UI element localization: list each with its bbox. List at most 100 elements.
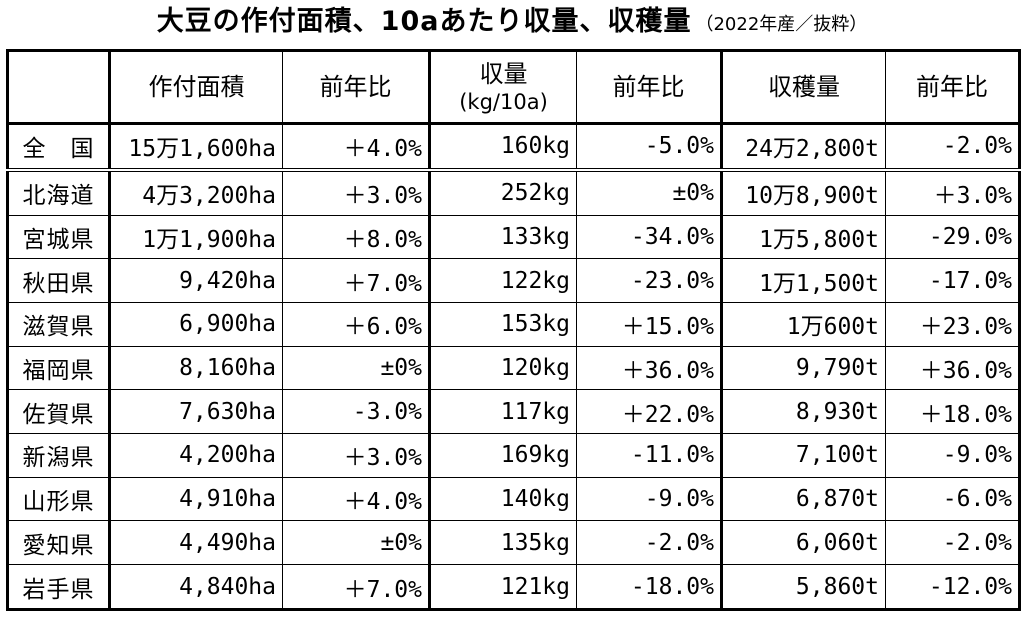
harvest-yoy-cell: -6.0% [885, 476, 1020, 522]
header-row: 作付面積 前年比 収量 (kg/10a) 前年比 収穫量 前年比 [7, 50, 1020, 124]
page-title: 大豆の作付面積、10aあたり収量、収穫量 （2022年産／抜粋） [0, 0, 1024, 44]
area-yoy-cell: ＋6.0% [282, 301, 431, 347]
header-yield: 収量 (kg/10a) [429, 50, 577, 124]
area-yoy-cell: ＋4.0% [282, 122, 431, 171]
harvest-cell: 1万600t [721, 301, 886, 347]
table-row: 秋田県 9,420ha ＋7.0% 122kg -23.0% 1万1,500t -17.0% [7, 258, 1020, 303]
planted-area-cell: 4,490ha [109, 520, 283, 566]
prefecture-cell: 山形県 [7, 476, 111, 522]
area-yoy-cell: ±0% [282, 345, 431, 391]
area-yoy-cell: -3.0% [282, 389, 431, 435]
table-row: 愛知県 4,490ha ±0% 135kg -2.0% 6,060t -2.0% [7, 520, 1020, 566]
yield-yoy-cell: ＋15.0% [576, 301, 723, 347]
yield-yoy-cell: ＋36.0% [576, 345, 723, 391]
harvest-yoy-cell: ＋23.0% [885, 301, 1020, 347]
planted-area-cell: 8,160ha [109, 345, 283, 391]
area-yoy-cell: ＋3.0% [282, 169, 431, 216]
harvest-yoy-cell: ＋3.0% [885, 169, 1020, 216]
prefecture-cell: 全 国 [7, 122, 111, 171]
harvest-cell: 24万2,800t [721, 122, 886, 171]
planted-area-cell: 7,630ha [109, 389, 283, 435]
harvest-cell: 5,860t [721, 564, 886, 610]
header-yield-unit: (kg/10a) [459, 89, 548, 114]
planted-area-cell: 4,840ha [109, 564, 283, 610]
area-yoy-cell: ＋3.0% [282, 433, 431, 478]
harvest-cell: 6,870t [721, 476, 886, 522]
table-row: 新潟県 4,200ha ＋3.0% 169kg -11.0% 7,100t -9.0% [7, 433, 1020, 478]
harvest-cell: 10万8,900t [721, 169, 886, 216]
table-row: 山形県 4,910ha ＋4.0% 140kg -9.0% 6,870t -6.0% [7, 476, 1020, 522]
harvest-yoy-cell: -17.0% [885, 258, 1020, 303]
harvest-cell: 1万5,800t [721, 214, 886, 260]
harvest-yoy-cell: -29.0% [885, 214, 1020, 260]
yield-yoy-cell: ±0% [576, 169, 723, 216]
harvest-cell: 9,790t [721, 345, 886, 391]
area-yoy-cell: ＋4.0% [282, 476, 431, 522]
yield-cell: 133kg [429, 214, 577, 260]
planted-area-cell: 1万1,900ha [109, 214, 283, 260]
harvest-yoy-cell: ＋18.0% [885, 389, 1020, 435]
table-row: 岩手県 4,840ha ＋7.0% 121kg -18.0% 5,860t -12.0% [7, 564, 1020, 610]
table-row: 福岡県 8,160ha ±0% 120kg ＋36.0% 9,790t ＋36.0% [7, 345, 1020, 391]
area-yoy-cell: ＋8.0% [282, 214, 431, 260]
header-yield-label: 収量 [479, 59, 528, 88]
planted-area-cell: 4,200ha [109, 433, 283, 478]
header-corner [7, 50, 111, 124]
harvest-yoy-cell: -12.0% [885, 564, 1020, 610]
prefecture-cell: 滋賀県 [7, 301, 111, 347]
table-row: 宮城県 1万1,900ha ＋8.0% 133kg -34.0% 1万5,800t -29.… [7, 214, 1020, 260]
table-row-national: 全 国 15万1,600ha ＋4.0% 160kg -5.0% 24万2,800t -2.… [7, 122, 1020, 171]
header-area: 作付面積 [109, 50, 283, 124]
yield-cell: 160kg [429, 122, 577, 171]
yield-cell: 252kg [429, 169, 577, 216]
yield-cell: 122kg [429, 258, 577, 303]
prefecture-cell: 佐賀県 [7, 389, 111, 435]
harvest-yoy-cell: -2.0% [885, 520, 1020, 566]
header-harvest: 収穫量 [721, 50, 886, 124]
harvest-cell: 8,930t [721, 389, 886, 435]
yield-cell: 169kg [429, 433, 577, 478]
planted-area-cell: 9,420ha [109, 258, 283, 303]
planted-area-cell: 15万1,600ha [109, 122, 283, 171]
prefecture-cell: 北海道 [7, 169, 111, 216]
yield-yoy-cell: -34.0% [576, 214, 723, 260]
yield-yoy-cell: ＋22.0% [576, 389, 723, 435]
prefecture-cell: 愛知県 [7, 520, 111, 566]
yield-yoy-cell: -23.0% [576, 258, 723, 303]
area-yoy-cell: ＋7.0% [282, 564, 431, 610]
yield-cell: 121kg [429, 564, 577, 610]
harvest-yoy-cell: ＋36.0% [885, 345, 1020, 391]
table-row: 滋賀県 6,900ha ＋6.0% 153kg ＋15.0% 1万600t ＋23.0% [7, 301, 1020, 347]
planted-area-cell: 6,900ha [109, 301, 283, 347]
yield-yoy-cell: -11.0% [576, 433, 723, 478]
prefecture-cell: 新潟県 [7, 433, 111, 478]
area-yoy-cell: ＋7.0% [282, 258, 431, 303]
yield-cell: 117kg [429, 389, 577, 435]
table-row: 北海道 4万3,200ha ＋3.0% 252kg ±0% 10万8,900t ＋3.0% [7, 169, 1020, 216]
harvest-cell: 7,100t [721, 433, 886, 478]
table-row: 佐賀県 7,630ha -3.0% 117kg ＋22.0% 8,930t ＋18.0% [7, 389, 1020, 435]
harvest-yoy-cell: -9.0% [885, 433, 1020, 478]
header-harvest-yoy: 前年比 [885, 50, 1020, 124]
title-main: 大豆の作付面積、10aあたり収量、収穫量 [156, 6, 692, 37]
area-yoy-cell: ±0% [282, 520, 431, 566]
prefecture-cell: 福岡県 [7, 345, 111, 391]
yield-yoy-cell: -9.0% [576, 476, 723, 522]
prefecture-cell: 岩手県 [7, 564, 111, 610]
yield-yoy-cell: -18.0% [576, 564, 723, 610]
yield-cell: 120kg [429, 345, 577, 391]
yield-cell: 153kg [429, 301, 577, 347]
yield-cell: 140kg [429, 476, 577, 522]
title-subtitle: （2022年産／抜粋） [695, 14, 868, 35]
planted-area-cell: 4,910ha [109, 476, 283, 522]
prefecture-cell: 秋田県 [7, 258, 111, 303]
yield-yoy-cell: -5.0% [576, 122, 723, 171]
header-yield-yoy: 前年比 [576, 50, 723, 124]
soybean-table: 作付面積 前年比 収量 (kg/10a) 前年比 収穫量 前年比 全 国 15万1,… [6, 49, 1021, 611]
harvest-cell: 1万1,500t [721, 258, 886, 303]
planted-area-cell: 4万3,200ha [109, 169, 283, 216]
yield-cell: 135kg [429, 520, 577, 566]
yield-yoy-cell: -2.0% [576, 520, 723, 566]
header-area-yoy: 前年比 [282, 50, 431, 124]
harvest-cell: 6,060t [721, 520, 886, 566]
